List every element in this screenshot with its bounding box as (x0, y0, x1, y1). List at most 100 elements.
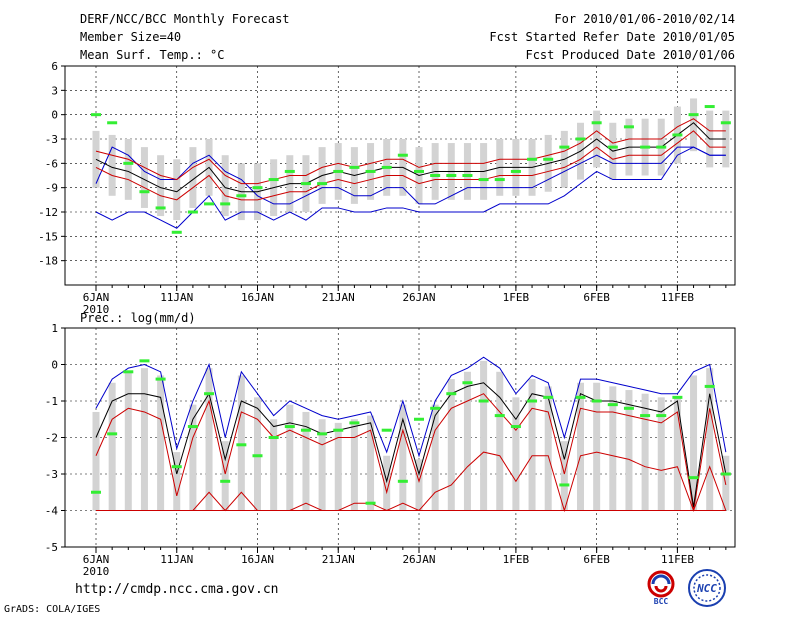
refer-date: Fcst Started Refer Date 2010/01/05 (489, 30, 735, 44)
panel1-xtick-label: 11FEB (661, 291, 694, 304)
panel1-observed-marker (704, 105, 715, 109)
panel1-observed-marker (591, 121, 602, 125)
panel2-max-line (95, 356, 727, 458)
panel1-ytick-label: -18 (38, 255, 58, 268)
panel2-ensemble-box (625, 390, 633, 511)
panel1-observed-marker (365, 169, 376, 173)
panel2-ensemble-box (367, 415, 375, 511)
panel1-observed-marker (139, 190, 150, 194)
panel1-observed-marker (236, 194, 247, 198)
panel1-observed-marker (720, 121, 731, 125)
panel1-xtick-label: 11JAN (160, 291, 193, 304)
panel2-q25-line (95, 393, 727, 511)
panel1-observed-marker (252, 186, 263, 190)
panel1-observed-marker (446, 174, 457, 177)
panel2-ensemble-box (189, 404, 197, 511)
panel1-observed-marker (187, 210, 198, 214)
panel1-ytick-label: 3 (51, 84, 58, 97)
panel2-ensemble-box (399, 404, 407, 511)
panel2-ensemble-box (480, 360, 488, 511)
panel2-observed-marker (672, 395, 683, 399)
panel1-observed-marker (268, 178, 279, 182)
panel2-xtick-label: 16JAN (241, 553, 274, 566)
panel1-ensemble-box (221, 155, 229, 217)
panel1-ytick-label: -9 (45, 182, 58, 195)
bcc-logo-text: BCC (654, 597, 669, 606)
panel2-observed-marker (155, 377, 166, 381)
panel2-ensemble-box (528, 379, 536, 511)
panel2-xtick-label: 26JAN (402, 553, 435, 566)
panel2-ensemble-box (140, 368, 148, 511)
panel2-observed-marker (171, 465, 182, 469)
panel2-ensemble-box (124, 371, 132, 511)
forecast-period: For 2010/01/06-2010/02/14 (554, 12, 735, 26)
panel1-ytick-label: -3 (45, 133, 58, 146)
panel1-observed-marker (155, 206, 166, 210)
panel2-observed-marker (187, 425, 198, 429)
panel2-ensemble-box (350, 419, 358, 511)
panel2-ensemble-box (431, 404, 439, 511)
source-url[interactable]: http://cmdp.ncc.cma.gov.cn (75, 582, 279, 597)
panel1-observed-marker (284, 169, 295, 173)
panel2-observed-marker (640, 414, 651, 418)
panel2-ensemble-box (690, 375, 698, 511)
panel2-observed-marker (688, 476, 699, 480)
panel2-ensemble-box (173, 452, 181, 511)
panel1-observed-marker (430, 174, 441, 177)
panel2-ensemble-box (673, 397, 681, 511)
panel2-observed-marker (252, 454, 263, 458)
panel1-ytick-label: -15 (38, 230, 58, 243)
produced-date: Fcst Produced Date 2010/01/06 (525, 48, 735, 62)
grads-credit: GrADS: COLA/IGES (4, 604, 101, 615)
bcc-logo-icon: BCC (647, 570, 675, 606)
panel2-observed-marker (284, 425, 295, 429)
panel1-ensemble-box (690, 98, 698, 152)
panel2-ensemble-box (254, 397, 261, 511)
panel1-observed-marker (381, 165, 392, 169)
panel1-xtick-label: 6FEB (583, 291, 610, 304)
panel2-ytick-label: -2 (45, 432, 58, 445)
panel1-observed-marker (656, 145, 667, 149)
panel1-observed-marker (607, 145, 618, 149)
panel1-xtick-label: 16JAN (241, 291, 274, 304)
panel1-observed-marker (478, 178, 489, 182)
panel1-observed-marker (349, 165, 360, 169)
panel2-observed-marker (236, 443, 247, 447)
variable-label: Mean Surf. Temp.: °C (80, 48, 225, 62)
panel2-xtick-label: 6JAN (83, 553, 110, 566)
panel2-xtick-label: 21JAN (322, 553, 355, 566)
panel2-ensemble-box (512, 397, 520, 511)
panel2-ensemble-box (657, 397, 665, 511)
panel2-xtick-label: 11JAN (160, 553, 193, 566)
panel2-q10-line (96, 451, 727, 513)
chart-title: DERF/NCC/BCC Monthly Forecast (80, 12, 290, 26)
panel1-observed-marker (107, 121, 118, 125)
panel1-observed-marker (333, 169, 344, 173)
panel2-ensemble-box (157, 375, 165, 511)
panel2-observed-marker (575, 395, 586, 399)
panel2-ensemble-box (447, 379, 455, 511)
panel1-observed-marker (575, 137, 586, 141)
panel2-observed-marker (704, 384, 715, 388)
panel2-observed-marker (414, 417, 424, 421)
panel2-xtick-sublabel: 2010 (83, 565, 110, 578)
panel2-panel-title: Prec.: log(mm/d) (80, 311, 196, 325)
panel2-ensemble-box (706, 368, 714, 511)
panel2-ensemble-box (560, 441, 568, 511)
panel1-ytick-label: 0 (51, 109, 58, 122)
panel2-ensemble-box (237, 375, 245, 511)
panel2-ensemble-box (318, 419, 326, 511)
panel2-median-line (95, 382, 727, 507)
panel1-ensemble-box (173, 159, 181, 221)
panel2-xtick-label: 6FEB (583, 553, 610, 566)
panel2-observed-marker (430, 406, 441, 410)
panel2-observed-marker (478, 399, 489, 403)
panel2-xtick-label: 11FEB (661, 553, 694, 566)
panel1-median-line (95, 122, 726, 193)
panel1-observed-marker (171, 230, 182, 234)
panel1-observed-marker (414, 169, 424, 173)
panel2-xtick-label: 1FEB (503, 553, 530, 566)
panel2-observed-marker (543, 395, 554, 399)
panel1-xtick-label: 21JAN (322, 291, 355, 304)
